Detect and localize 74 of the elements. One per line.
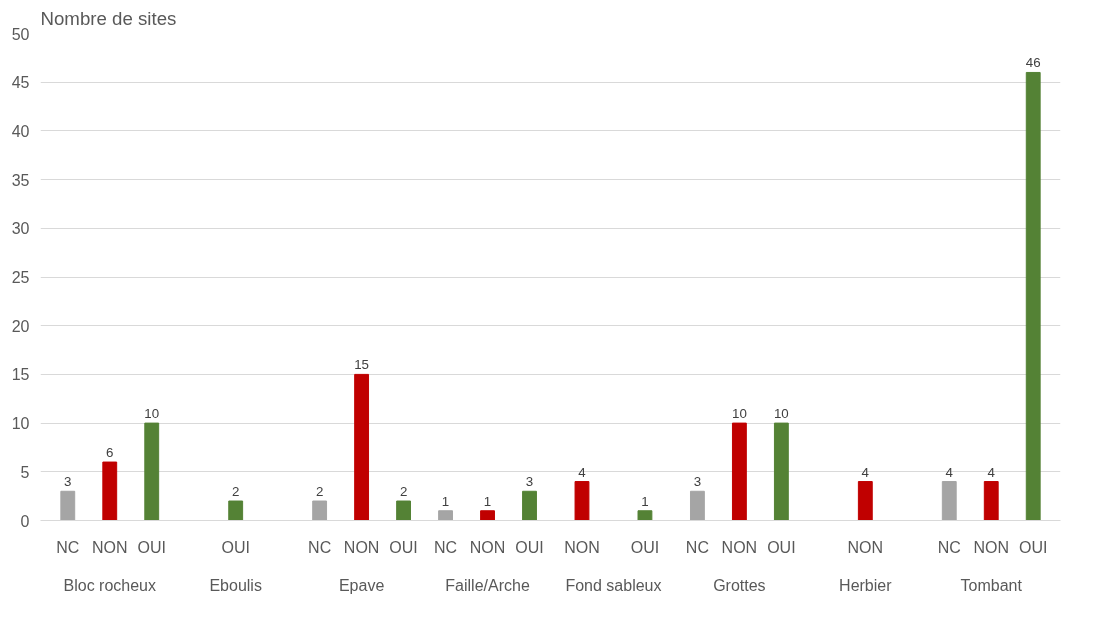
series-label: OUI [515, 538, 544, 556]
data-label: 6 [106, 445, 114, 461]
y-tick-label: 5 [20, 463, 30, 481]
bar [731, 422, 747, 521]
bar [354, 373, 370, 521]
bar [1025, 71, 1041, 521]
data-label: 46 [1025, 55, 1041, 71]
bar [102, 461, 118, 521]
x-tick-label: Fond sableux [565, 576, 662, 594]
data-label: 3 [693, 474, 702, 490]
text: NON [721, 538, 758, 556]
text: OUI [389, 538, 418, 556]
data-label: 2 [231, 484, 240, 500]
y-tick-label: 10 [11, 415, 30, 433]
data-label: 1 [441, 493, 450, 509]
text: NON [564, 538, 600, 556]
data-label: 10 [773, 406, 789, 422]
x-tick-label: Bloc rocheux [63, 576, 157, 594]
data-label: 2 [315, 484, 324, 500]
y-tick-label: 35 [11, 171, 30, 189]
text: OUI [630, 538, 660, 556]
data-label: 10 [731, 406, 747, 422]
text: NON [847, 538, 884, 556]
bar [480, 510, 495, 521]
x-tick-label: Herbier [839, 576, 893, 594]
data-label: 2 [399, 484, 408, 500]
bar [773, 422, 789, 521]
y-axis-title: Nombre de sites [40, 7, 177, 29]
y-tick-label: 15 [11, 366, 30, 384]
text: NC [434, 538, 458, 556]
data-label: 4 [578, 464, 587, 480]
x-tick-label: Grottes [713, 576, 766, 594]
bar [144, 422, 160, 521]
data-label: 10 [144, 406, 160, 422]
data-label: 4 [861, 464, 870, 480]
bar [983, 481, 999, 521]
x-tick-label: Faille/Arche [445, 576, 530, 594]
text: OUI [137, 538, 166, 556]
data-label: 4 [987, 464, 996, 480]
bar [438, 510, 453, 521]
y-tick-label: 20 [11, 317, 30, 335]
bar [941, 481, 957, 521]
y-tick-label: 40 [11, 122, 30, 140]
series-label: NC [308, 538, 332, 556]
bar [522, 490, 537, 521]
text: NON [469, 538, 506, 556]
bar [689, 490, 705, 521]
text: OUI [1018, 538, 1048, 556]
y-tick-label: 25 [11, 269, 30, 286]
bar [857, 481, 873, 521]
y-tick-label: 45 [11, 74, 30, 92]
data-label: 3 [525, 474, 534, 490]
text: NC [685, 538, 709, 556]
x-tick-label: Tombant [960, 576, 1023, 594]
series-label: NON [973, 538, 1010, 556]
text: NON [343, 538, 380, 556]
data-label: 4 [945, 464, 954, 480]
bar [312, 500, 328, 521]
y-tick-label: 30 [11, 220, 30, 238]
text: OUI [767, 538, 796, 556]
bar [60, 490, 76, 521]
text: OUI [221, 538, 250, 556]
data-label: 1 [483, 493, 492, 509]
data-label: 15 [354, 357, 370, 373]
text: NC [56, 538, 80, 556]
text: NC [937, 538, 961, 556]
data-label: 3 [64, 474, 72, 490]
data-label: 1 [641, 493, 649, 509]
y-tick-label: 50 [11, 25, 30, 43]
x-tick-label: Eboulis [209, 576, 262, 594]
x-tick-label: Epave [338, 576, 385, 594]
bar [396, 500, 412, 521]
text: NON [91, 538, 128, 556]
y-tick-label: 0 [20, 512, 30, 530]
